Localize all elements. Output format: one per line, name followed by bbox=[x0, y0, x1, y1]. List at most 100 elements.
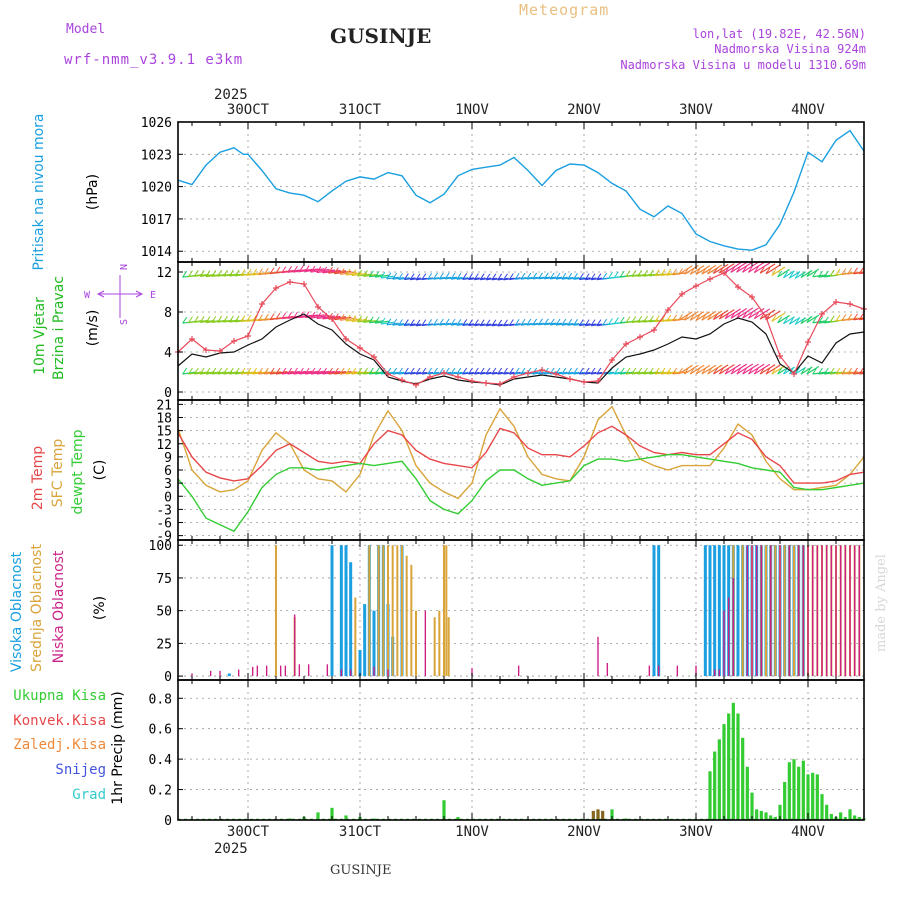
wind-barb bbox=[555, 322, 568, 326]
wind-barb bbox=[596, 371, 608, 375]
cloud-mid-bar bbox=[774, 545, 777, 677]
wind-barb-flag bbox=[800, 317, 806, 324]
wind-barb-flag bbox=[462, 319, 468, 326]
wind-title: 10m Vjetar bbox=[32, 297, 48, 375]
precip-bar bbox=[829, 813, 833, 820]
wind-barb bbox=[392, 371, 405, 375]
cloud-unit: (%) bbox=[92, 596, 108, 620]
wind-gust-marker bbox=[511, 374, 517, 380]
compass-w: W bbox=[84, 290, 91, 301]
wind-barb-flag bbox=[514, 367, 520, 375]
wind-barb-flag bbox=[526, 318, 532, 326]
cloud-ytick-label: 25 bbox=[156, 637, 172, 652]
wind-barb bbox=[264, 371, 281, 375]
wind-barb bbox=[194, 371, 209, 375]
precip-bar bbox=[797, 766, 801, 820]
wind-barb bbox=[316, 269, 335, 274]
precip-bar bbox=[820, 794, 824, 820]
cloud-low-bar bbox=[835, 545, 837, 677]
wind-barb-flag bbox=[304, 311, 310, 318]
wind-barb-flag bbox=[748, 367, 753, 375]
wind-title2: Brzina i Pravac bbox=[51, 276, 67, 380]
wind-barb-flag bbox=[584, 319, 590, 326]
wind-barb-flag bbox=[777, 367, 783, 375]
wind-barb-flag bbox=[438, 367, 444, 375]
wind-barb-flag bbox=[433, 272, 438, 280]
wind-barb bbox=[853, 371, 864, 375]
cloud-high-bar bbox=[736, 545, 740, 677]
wind-barb-flag bbox=[345, 367, 351, 375]
cloud-low-bar bbox=[279, 665, 282, 677]
cloud-low-bar bbox=[648, 665, 651, 677]
wind-barb-flag bbox=[643, 367, 648, 375]
wind-barb-flag bbox=[532, 272, 538, 280]
cloud-mid-bar bbox=[793, 545, 795, 677]
wind-barb-flag bbox=[438, 272, 444, 280]
day-label-top: 1NOV bbox=[455, 102, 489, 118]
wind-barb bbox=[561, 322, 574, 326]
wind-barb-flag bbox=[345, 268, 351, 276]
wind-barb bbox=[217, 371, 233, 375]
wind-barb bbox=[316, 370, 335, 375]
wind-barb-flag bbox=[293, 311, 298, 319]
cloud-low-bar bbox=[237, 669, 240, 677]
wind-barb bbox=[328, 370, 347, 375]
wind-barb bbox=[631, 319, 647, 324]
wind-barb bbox=[590, 277, 603, 281]
wind-barb-flag bbox=[736, 367, 742, 375]
wind-barb bbox=[713, 364, 729, 375]
wind-barb bbox=[468, 277, 480, 281]
wind-barb-flag bbox=[316, 367, 322, 375]
wind-barb bbox=[497, 371, 509, 375]
wind-barb-flag bbox=[193, 367, 199, 375]
wind-barb-flag bbox=[847, 367, 853, 375]
wind-barb-flag bbox=[322, 367, 328, 375]
precip-bar bbox=[708, 771, 712, 820]
wind-barb bbox=[445, 276, 458, 280]
wind-gust-marker bbox=[483, 380, 489, 386]
temp-ytick-label: 0 bbox=[164, 490, 172, 505]
wind-barb bbox=[229, 371, 245, 375]
precip-bar bbox=[713, 751, 717, 820]
precip-ytick-label: 0.6 bbox=[149, 723, 172, 738]
wind-barb bbox=[585, 323, 597, 327]
wind-barb bbox=[585, 277, 597, 281]
day-label-top: 31OCT bbox=[339, 102, 382, 118]
temp-unit: (C) bbox=[92, 460, 108, 481]
wind-barb-flag bbox=[625, 316, 631, 323]
wind-barb-flag bbox=[386, 318, 392, 326]
elevation-label: Nadmorska Visina 924m bbox=[714, 42, 866, 56]
footer-station: GUSINJE bbox=[330, 863, 391, 878]
wind-gust-marker bbox=[469, 378, 475, 384]
wind-barb bbox=[736, 307, 754, 319]
wind-barb-flag bbox=[549, 272, 555, 280]
wind-barb-flag bbox=[217, 367, 223, 375]
day-label-bottom: 4NOV bbox=[791, 824, 825, 840]
wind-barb bbox=[579, 371, 591, 375]
precip-bar bbox=[330, 807, 334, 820]
wind-barb-flag bbox=[287, 312, 293, 319]
wind-barb-flag bbox=[654, 315, 660, 322]
cloud-high-bar bbox=[358, 649, 362, 677]
wind-barb-flag bbox=[765, 367, 771, 375]
wind-barb bbox=[748, 262, 765, 273]
wind-barb-flag bbox=[491, 273, 497, 281]
precip-snow-bar bbox=[596, 809, 600, 820]
cloud-title-mid: Srednja Oblacnost bbox=[29, 544, 45, 672]
wind-barb-flag bbox=[427, 367, 433, 375]
wind-barb-flag bbox=[526, 272, 532, 280]
temp-title3: dewpt Temp bbox=[70, 429, 86, 514]
wind-barb-flag bbox=[188, 367, 193, 375]
cloud-low-bar bbox=[597, 636, 599, 677]
wind-barb bbox=[567, 322, 580, 326]
wind-barb bbox=[707, 264, 723, 275]
wind-barb-flag bbox=[246, 314, 252, 322]
wind-gust-marker bbox=[553, 371, 559, 377]
wind-barb-flag bbox=[316, 266, 322, 273]
wind-barb-flag bbox=[812, 270, 818, 278]
wind-barb bbox=[585, 371, 597, 375]
sfc-temp-line bbox=[177, 405, 865, 500]
wind-barb-flag bbox=[806, 367, 812, 375]
wind-gust-marker bbox=[805, 339, 811, 345]
wind-gust-marker bbox=[791, 371, 797, 377]
